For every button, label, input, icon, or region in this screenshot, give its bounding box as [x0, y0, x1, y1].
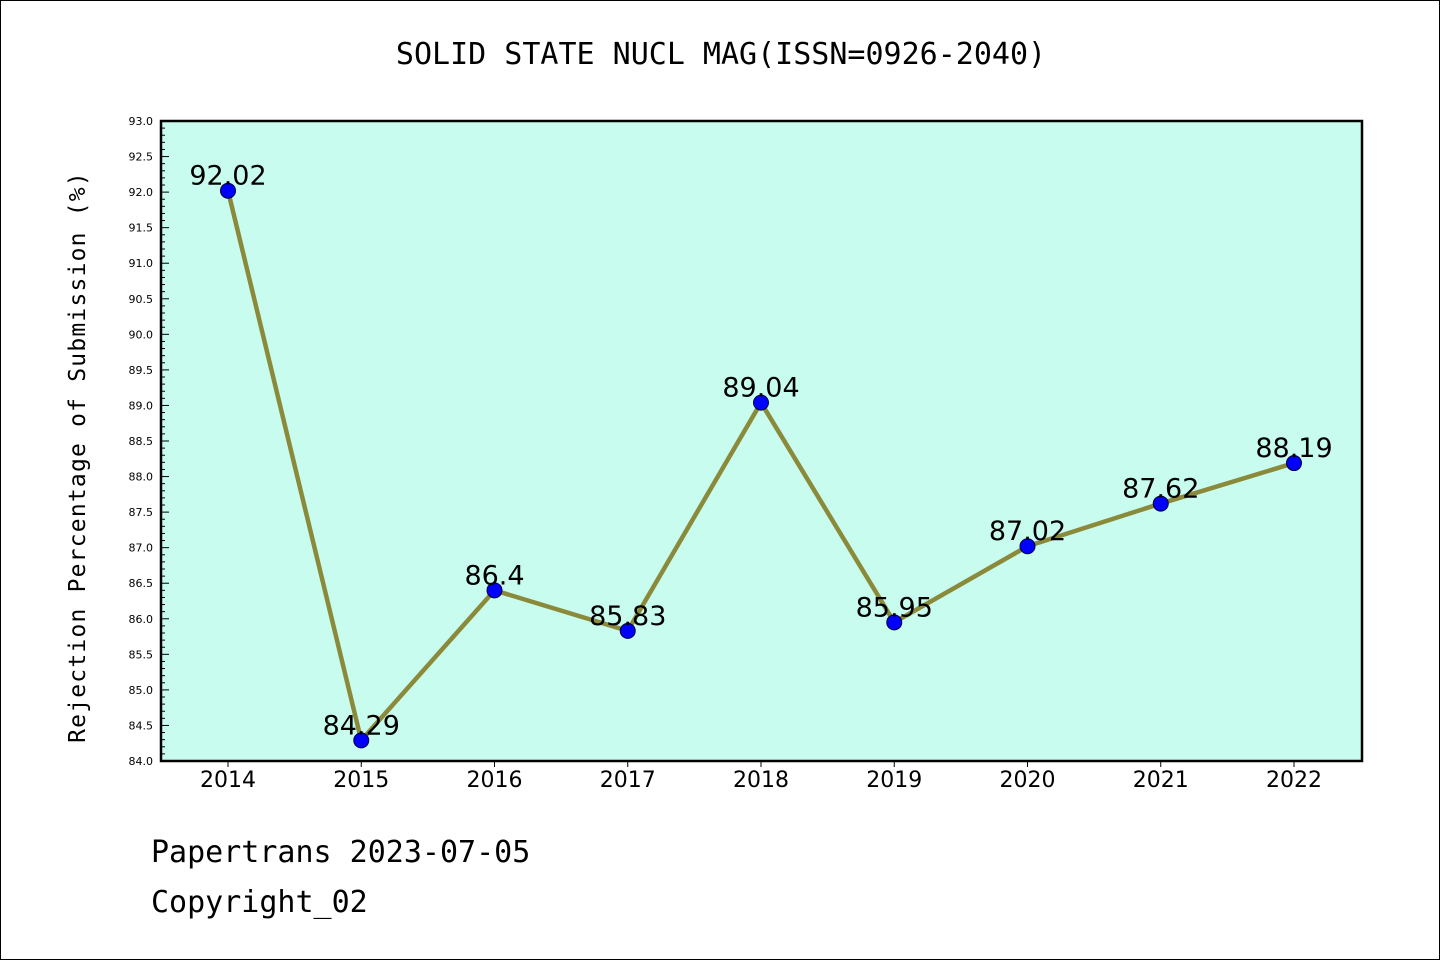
y-axis-label: Rejection Percentage of Submission (%) [65, 171, 91, 743]
data-label: 88.19 [1255, 433, 1332, 464]
data-point [1019, 538, 1036, 555]
data-point [753, 394, 769, 411]
y-tick-label: 84.0 [129, 755, 154, 768]
x-tick-label: 2022 [1266, 768, 1322, 793]
y-tick-label: 90.5 [129, 293, 154, 306]
data-label: 85.83 [589, 601, 666, 632]
data-point [1152, 495, 1169, 512]
x-tick-label: 2021 [1133, 768, 1189, 793]
data-point [1286, 455, 1302, 472]
data-label: 87.02 [989, 516, 1066, 547]
footer-date: Papertrans 2023-07-05 [151, 835, 531, 870]
data-label: 86.4 [464, 560, 524, 591]
y-tick-label: 92.0 [129, 186, 154, 199]
y-tick-label: 85.0 [129, 684, 154, 697]
x-tick-label: 2015 [333, 768, 389, 793]
y-tick-label: 86.0 [129, 613, 154, 626]
y-tick-label: 86.5 [129, 577, 154, 590]
y-tick-label: 89.5 [129, 364, 154, 377]
data-label: 84.29 [323, 710, 400, 741]
data-label: 87.62 [1122, 474, 1199, 505]
data-point [619, 622, 636, 639]
plot-area [161, 121, 1362, 761]
x-tick-label: 2019 [866, 768, 922, 793]
data-label: 89.04 [722, 373, 799, 404]
data-point [353, 732, 370, 749]
data-label: 85.95 [856, 592, 933, 623]
y-tick-label: 90.0 [129, 328, 154, 341]
x-tick-label: 2014 [200, 768, 256, 793]
y-axis: 84.0 84.5 85.0 85.5 86.0 86.5 87.0 87.5 88.0 88.5… [129, 115, 169, 768]
x-tick-label: 2016 [467, 768, 523, 793]
plot-frame [159, 119, 1364, 763]
y-tick-label: 87.5 [129, 506, 154, 519]
y-tick-label: 92.5 [129, 151, 154, 164]
chart-title: SOLID STATE NUCL MAG(ISSN=0926-2040) [395, 37, 1047, 72]
data-point [886, 614, 903, 631]
series-markers [220, 182, 1302, 749]
y-tick-label: 93.0 [129, 115, 154, 128]
data-point [486, 582, 503, 599]
y-tick-label: 91.0 [129, 257, 154, 270]
y-tick-label: 84.5 [129, 719, 154, 732]
y-tick-label: 87.0 [129, 542, 154, 555]
y-tick-label: 88.5 [129, 435, 154, 448]
footer-copyright: Copyright_02 [151, 885, 368, 920]
x-tick-label: 2018 [733, 768, 789, 793]
data-label: 92.02 [189, 161, 266, 192]
y-tick-label: 91.5 [129, 222, 154, 235]
x-tick-label: 2020 [1000, 768, 1056, 793]
y-tick-label: 89.0 [129, 399, 154, 412]
y-tick-label: 85.5 [129, 648, 154, 661]
y-tick-label: 88.0 [129, 471, 154, 484]
data-point [220, 182, 236, 199]
x-axis: 2014 2015 2016 2017 2018 2019 2020 2021 2022 [200, 761, 1322, 793]
data-labels: 92.02 84.29 86.4 85.83 89.04 85.95 87.02 87.62 8… [189, 161, 1332, 742]
x-tick-label: 2017 [600, 768, 656, 793]
